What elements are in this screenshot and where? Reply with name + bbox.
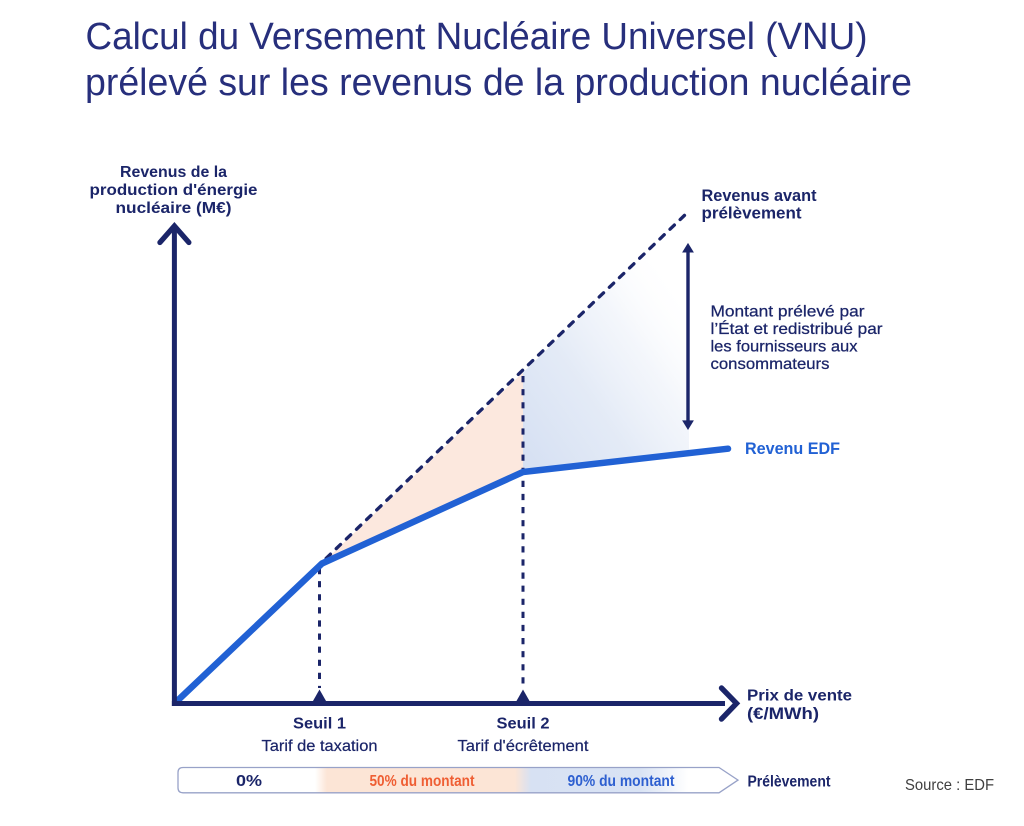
svg-text:l’État et redistribué par: l’État et redistribué par: [711, 319, 884, 338]
svg-text:production d'énergie: production d'énergie: [90, 182, 258, 199]
svg-text:Seuil 1: Seuil 1: [293, 716, 346, 733]
svg-text:prélèvement: prélèvement: [702, 205, 803, 223]
svg-text:50% du montant: 50% du montant: [370, 773, 475, 790]
svg-text:les fournisseurs aux: les fournisseurs aux: [711, 339, 858, 356]
svg-text:consommateurs: consommateurs: [711, 356, 830, 373]
svg-text:Prélèvement: Prélèvement: [748, 774, 831, 791]
svg-text:Montant prélevé par: Montant prélevé par: [711, 304, 866, 321]
svg-text:Prix de vente: Prix de vente: [747, 687, 852, 704]
svg-text:Revenus de la: Revenus de la: [120, 164, 227, 181]
svg-text:Revenu EDF: Revenu EDF: [745, 440, 840, 458]
svg-text:Source : EDF: Source : EDF: [905, 777, 994, 794]
svg-text:90% du montant: 90% du montant: [568, 773, 675, 790]
svg-text:prélevé sur les revenus de la: prélevé sur les revenus de la production…: [85, 62, 912, 104]
svg-text:Revenus avant: Revenus avant: [702, 187, 817, 205]
svg-text:(€/MWh): (€/MWh): [747, 705, 819, 723]
svg-text:Tarif de taxation: Tarif de taxation: [262, 738, 378, 755]
svg-text:nucléaire (M€): nucléaire (M€): [116, 200, 232, 217]
svg-text:Tarif d'écrêtement: Tarif d'écrêtement: [458, 738, 590, 755]
svg-text:Calcul du Versement Nucléaire: Calcul du Versement Nucléaire Universel …: [86, 16, 868, 58]
svg-text:0%: 0%: [236, 773, 262, 790]
svg-text:Seuil 2: Seuil 2: [497, 716, 550, 733]
